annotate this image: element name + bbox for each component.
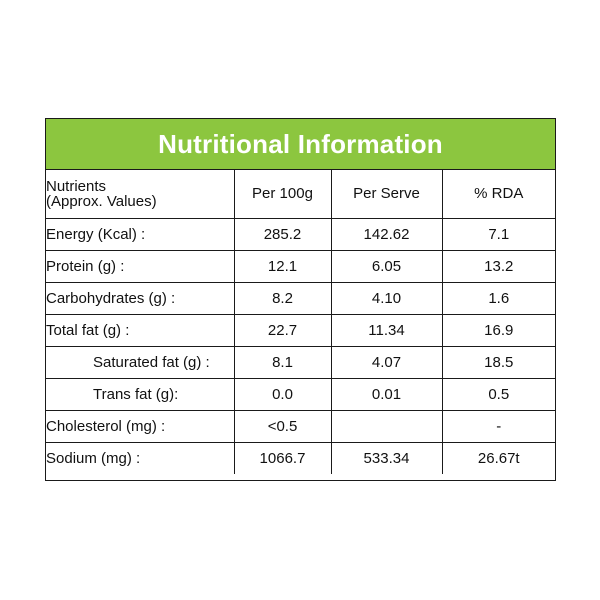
nutrient-name: Protein (g) : — [46, 250, 235, 283]
value-per-100g: 1066.7 — [234, 442, 332, 474]
table-row: Saturated fat (g) : 8.1 4.07 18.5 — [46, 346, 555, 379]
value-rda: 16.9 — [442, 314, 555, 347]
nutrient-name: Saturated fat (g) : — [46, 346, 235, 379]
value-per-serve — [331, 410, 443, 443]
panel-title: Nutritional Information — [158, 128, 443, 159]
value-per-100g: 8.2 — [234, 282, 332, 315]
nutrient-name: Total fat (g) : — [46, 314, 235, 347]
nutrient-name: Cholesterol (mg) : — [46, 410, 235, 443]
value-per-100g: <0.5 — [234, 410, 332, 443]
value-per-100g: 0.0 — [234, 378, 332, 411]
value-per-serve: 142.62 — [331, 218, 443, 251]
value-per-serve: 4.07 — [331, 346, 443, 379]
table-row: Total fat (g) : 22.7 11.34 16.9 — [46, 314, 555, 347]
value-rda: 13.2 — [442, 250, 555, 283]
table-row: Trans fat (g): 0.0 0.01 0.5 — [46, 378, 555, 411]
nutrient-name: Trans fat (g): — [46, 378, 235, 411]
value-per-serve: 533.34 — [331, 442, 443, 474]
value-rda: 7.1 — [442, 218, 555, 251]
nutrient-name: Sodium (mg) : — [46, 442, 235, 474]
value-per-100g: 285.2 — [234, 218, 332, 251]
header-per-serve: Per Serve — [331, 170, 443, 219]
table-row: Sodium (mg) : 1066.7 533.34 26.67t — [46, 442, 555, 474]
table-row: Energy (Kcal) : 285.2 142.62 7.1 — [46, 218, 555, 251]
title-bar: Nutritional Information — [46, 119, 555, 170]
value-rda: - — [442, 410, 555, 443]
value-rda: 26.67t — [477, 449, 520, 467]
value-rda: 18.5 — [442, 346, 555, 379]
value-per-100g: 8.1 — [234, 346, 332, 379]
header-per-100g: Per 100g — [234, 170, 332, 219]
value-rda: 1.6 — [442, 282, 555, 315]
header-nutrients: Nutrients (Approx. Values) — [46, 170, 235, 219]
table-row: Cholesterol (mg) : <0.5 - — [46, 410, 555, 443]
table-header-row: Nutrients (Approx. Values) Per 100g Per … — [46, 170, 555, 219]
header-rda: % RDA — [442, 170, 555, 219]
nutrition-table: Nutrients (Approx. Values) Per 100g Per … — [46, 170, 555, 474]
nutrient-name: Carbohydrates (g) : — [46, 282, 235, 315]
value-per-serve: 4.10 — [331, 282, 443, 315]
nutrition-panel: Nutritional Information Nutrients (Appro… — [45, 118, 556, 481]
header-nutrients-line2: (Approx. Values) — [46, 192, 157, 210]
value-per-serve: 11.34 — [331, 314, 443, 347]
value-rda: 0.5 — [442, 378, 555, 411]
nutrient-name: Energy (Kcal) : — [46, 218, 235, 251]
value-per-serve: 6.05 — [331, 250, 443, 283]
value-per-100g: 12.1 — [234, 250, 332, 283]
value-per-serve: 0.01 — [331, 378, 443, 411]
header-nutrients-line1: Nutrients — [46, 177, 107, 195]
table-row: Protein (g) : 12.1 6.05 13.2 — [46, 250, 555, 283]
table-row: Carbohydrates (g) : 8.2 4.10 1.6 — [46, 282, 555, 315]
value-per-100g: 22.7 — [234, 314, 332, 347]
